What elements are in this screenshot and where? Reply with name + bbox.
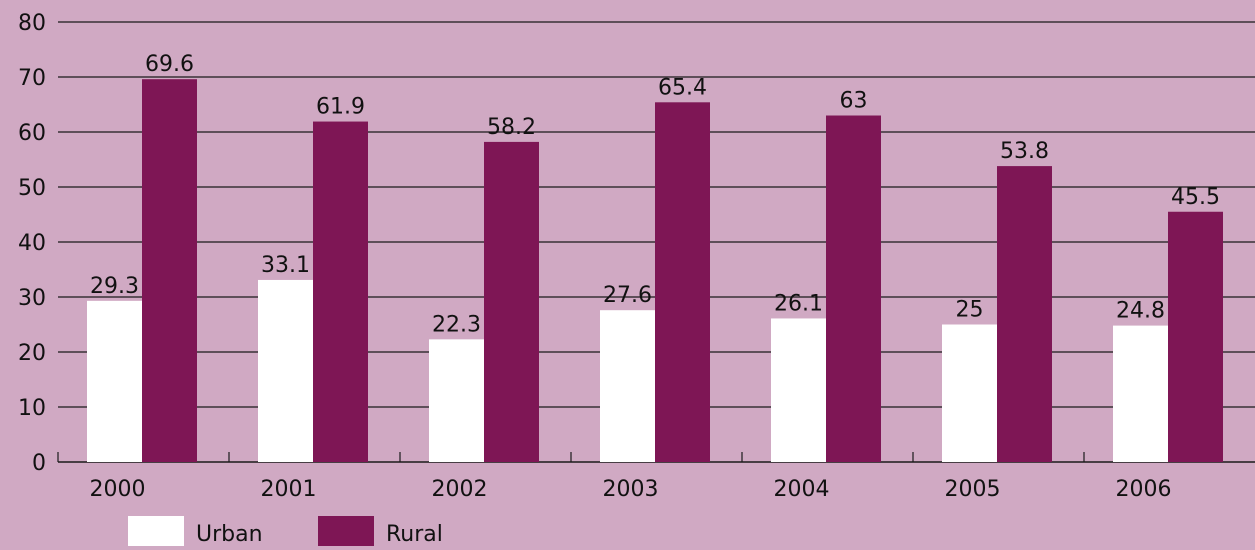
legend-swatch-urban xyxy=(128,516,184,546)
data-label: 29.3 xyxy=(90,274,139,299)
data-label: 26.1 xyxy=(774,291,823,316)
data-label: 65.4 xyxy=(658,75,707,100)
y-tick-label: 60 xyxy=(18,121,46,146)
bar-urban-2006 xyxy=(1113,325,1168,462)
y-axis: 0 10 20 30 40 50 60 70 80 xyxy=(18,11,46,476)
x-tick-label: 2003 xyxy=(603,477,659,502)
bar-urban-2002 xyxy=(429,339,484,462)
data-labels: 29.3 69.6 33.1 61.9 22.3 58.2 27.6 65.4 26.1 63 25… xyxy=(90,52,1220,337)
data-label: 25 xyxy=(956,298,984,323)
legend-swatch-rural xyxy=(318,516,374,546)
data-label: 63 xyxy=(840,89,868,114)
legend: Urban Rural xyxy=(128,516,443,547)
bars xyxy=(87,79,1223,463)
x-tick-label: 2002 xyxy=(432,477,488,502)
data-label: 58.2 xyxy=(487,115,536,140)
data-label: 22.3 xyxy=(432,312,481,337)
y-tick-label: 10 xyxy=(18,396,46,421)
bar-rural-2006 xyxy=(1168,211,1223,462)
bar-rural-2003 xyxy=(655,102,710,463)
x-tick-label: 2004 xyxy=(774,477,830,502)
legend-label-urban: Urban xyxy=(196,522,263,547)
data-label: 69.6 xyxy=(145,52,194,77)
x-tick-label: 2001 xyxy=(261,477,317,502)
y-tick-label: 0 xyxy=(32,451,46,476)
bar-urban-2003 xyxy=(600,310,655,462)
y-tick-label: 80 xyxy=(18,11,46,36)
legend-label-rural: Rural xyxy=(386,522,443,547)
x-tick-label: 2005 xyxy=(945,477,1001,502)
x-tick-label: 2000 xyxy=(90,477,146,502)
x-axis: 2000 2001 2002 2003 2004 2005 2006 xyxy=(90,452,1172,502)
bar-rural-2004 xyxy=(826,115,881,462)
data-label: 61.9 xyxy=(316,95,365,120)
bar-urban-2001 xyxy=(258,279,313,462)
y-tick-label: 20 xyxy=(18,341,46,366)
bar-rural-2001 xyxy=(313,121,368,463)
bar-urban-2004 xyxy=(771,318,826,462)
data-label: 45.5 xyxy=(1171,185,1220,210)
y-tick-label: 40 xyxy=(18,231,46,256)
y-tick-label: 30 xyxy=(18,286,46,311)
bar-rural-2000 xyxy=(142,79,197,462)
bar-rural-2002 xyxy=(484,141,539,462)
bar-rural-2005 xyxy=(997,166,1052,462)
data-label: 33.1 xyxy=(261,253,310,278)
x-tick-label: 2006 xyxy=(1116,477,1172,502)
data-label: 24.8 xyxy=(1116,299,1165,324)
y-tick-label: 70 xyxy=(18,66,46,91)
bar-urban-2000 xyxy=(87,300,142,462)
y-tick-label: 50 xyxy=(18,176,46,201)
data-label: 27.6 xyxy=(603,283,652,308)
bar-urban-2005 xyxy=(942,324,997,462)
data-label: 53.8 xyxy=(1000,139,1049,164)
